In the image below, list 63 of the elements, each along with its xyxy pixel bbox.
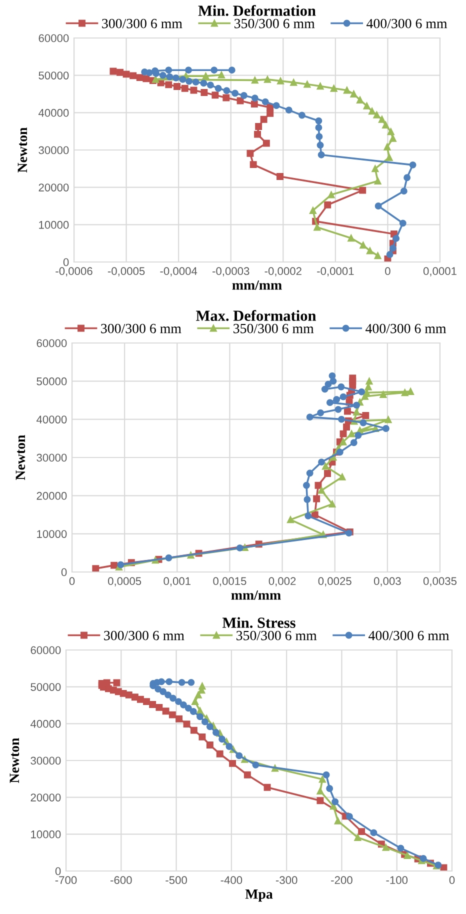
y-tick-label: 0	[55, 867, 61, 876]
chart-title: Max. Deformation	[196, 310, 316, 321]
legend-label: 400/300 6 mm	[366, 18, 448, 28]
y-tick-label: 0	[61, 568, 67, 576]
x-tick-label: -200	[331, 876, 352, 884]
legend-label: 350/300 6 mm	[236, 630, 317, 640]
y-tick-label: 60000	[36, 339, 67, 348]
y-tick-label: 20000	[36, 492, 67, 500]
legend-label: 300/300 6 mm	[102, 18, 182, 28]
x-tick-label: 0	[69, 577, 75, 586]
y-tick-label: 60000	[38, 34, 69, 42]
chart-title: Min. Stress	[222, 617, 296, 628]
y-axis-title: Newton	[10, 738, 20, 783]
y-tick-label: 40000	[30, 720, 61, 728]
chart-title: Min. Deformation	[198, 5, 316, 16]
y-tick-label: 60000	[30, 646, 61, 654]
x-axis-title: mm/mm	[231, 590, 281, 600]
x-tick-label: -0,0002	[264, 267, 302, 276]
y-tick-label: 10000	[31, 830, 61, 838]
x-axis-title: mm/mm	[232, 280, 282, 290]
y-tick-label: 10000	[37, 530, 67, 538]
x-tick-label: -400	[220, 876, 242, 884]
y-tick-label: 50000	[38, 72, 69, 80]
x-tick-label: 0,0005	[108, 577, 142, 586]
y-tick-label: 20000	[30, 794, 61, 802]
x-tick-label: -0,0005	[108, 267, 145, 276]
y-tick-label: 50000	[30, 683, 61, 691]
x-tick-label: -500	[166, 876, 187, 884]
y-tick-label: 10000	[39, 220, 69, 229]
x-tick-label: -0,0004	[160, 267, 198, 276]
y-tick-label: 0	[63, 258, 69, 266]
y-tick-label: 30000	[38, 146, 69, 154]
x-tick-label: -700	[55, 876, 77, 884]
x-tick-label: -300	[276, 876, 298, 884]
y-tick-label: 30000	[30, 756, 61, 765]
x-tick-label: -0,0001	[317, 267, 354, 276]
y-axis-title: Newton	[16, 434, 26, 480]
legend-label: 400/300 6 mm	[368, 630, 450, 640]
x-tick-label: 0,0025	[318, 577, 352, 586]
x-tick-label: 0,0001	[423, 267, 456, 276]
y-tick-label: 40000	[38, 108, 69, 117]
y-axis-title: Newton	[18, 127, 28, 172]
legend-label: 300/300 6 mm	[104, 630, 184, 640]
x-axis-title: Mpa	[245, 890, 273, 902]
x-tick-label: 0,001	[164, 577, 191, 586]
y-tick-label: 30000	[36, 454, 67, 462]
x-tick-label: 0,003	[374, 577, 401, 586]
x-tick-label: -0,0003	[212, 267, 250, 276]
x-tick-label: 0,0015	[213, 577, 246, 586]
x-tick-label: 0,002	[268, 577, 296, 586]
legend-label: 400/300 6 mm	[366, 324, 446, 334]
x-tick-label: 0	[385, 267, 390, 276]
y-tick-label: 40000	[36, 416, 67, 424]
x-tick-label: -600	[110, 876, 132, 884]
legend-label: 350/300 6 mm	[234, 18, 315, 28]
legend-label: 350/300 6 mm	[234, 324, 314, 334]
x-tick-label: -100	[386, 876, 408, 884]
y-tick-label: 20000	[38, 184, 69, 192]
x-tick-label: -0,0006	[56, 267, 92, 276]
y-tick-label: 50000	[36, 377, 67, 386]
legend-label: 300/300 6 mm	[101, 324, 182, 334]
x-tick-label: 0,0035	[423, 577, 457, 586]
x-tick-label: 0	[449, 876, 455, 884]
